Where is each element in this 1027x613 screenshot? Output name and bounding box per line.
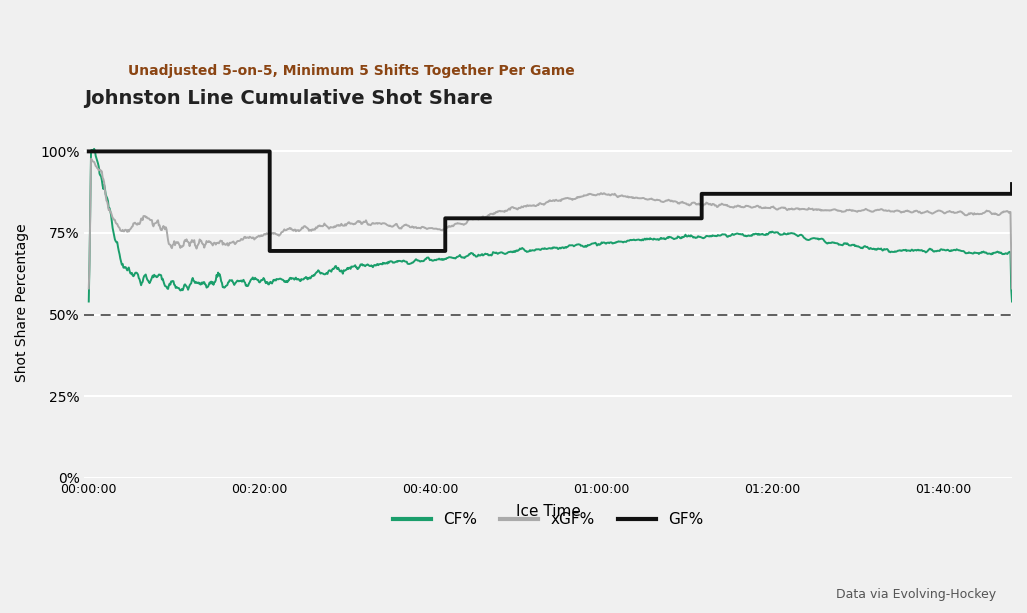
Legend: CF%, xGF%, GF%: CF%, xGF%, GF%	[387, 506, 710, 533]
X-axis label: Ice Time: Ice Time	[516, 504, 580, 519]
Y-axis label: Shot Share Percentage: Shot Share Percentage	[15, 224, 29, 383]
Text: Unadjusted 5-on-5, Minimum 5 Shifts Together Per Game: Unadjusted 5-on-5, Minimum 5 Shifts Toge…	[128, 64, 575, 78]
Text: Data via Evolving-Hockey: Data via Evolving-Hockey	[836, 588, 996, 601]
Text: Johnston Line Cumulative Shot Share: Johnston Line Cumulative Shot Share	[84, 88, 493, 107]
